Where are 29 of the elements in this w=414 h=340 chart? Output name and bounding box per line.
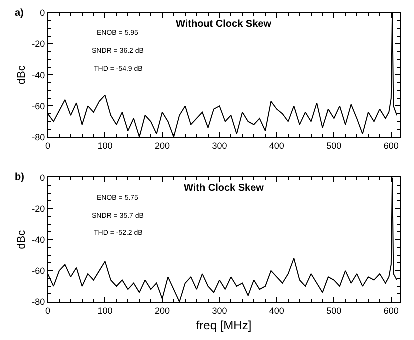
x-tick-label: 600 [384, 141, 399, 152]
x-tick-label: 100 [98, 141, 113, 152]
y-axis-title: dBc [16, 65, 28, 85]
y-axis-title: dBc [16, 230, 28, 250]
text: With Clock Skew [184, 183, 264, 194]
y-tick-label: -80 [32, 297, 46, 308]
x-axis-title: freq [MHz] [196, 318, 252, 333]
x-tick-label: 500 [326, 306, 342, 316]
x-tick-label: 200 [154, 306, 170, 316]
x-tick-label: 300 [212, 141, 228, 152]
y-tick-label: 0 [40, 8, 46, 18]
x-tick-label: 400 [269, 306, 284, 316]
y-tick-label: -60 [32, 266, 46, 276]
y-tick-label: -60 [32, 101, 46, 112]
y-tick-label: -80 [32, 132, 46, 142]
x-tick-label: 100 [98, 306, 113, 316]
text: a) [15, 8, 24, 19]
x-tick-label: 600 [384, 306, 399, 316]
y-tick-label: -40 [32, 70, 46, 80]
x-tick-label: 300 [212, 306, 228, 316]
y-tick-label: -20 [32, 204, 46, 214]
text: b) [15, 172, 24, 183]
y-tick-label: -20 [32, 39, 46, 50]
x-tick-label: 200 [154, 141, 170, 152]
text: Without Clock Skew [176, 19, 272, 30]
y-tick-label: 0 [40, 172, 46, 183]
y-tick-label: -40 [32, 235, 46, 246]
x-tick-label: 500 [326, 141, 342, 152]
x-tick-label: 400 [269, 141, 284, 152]
